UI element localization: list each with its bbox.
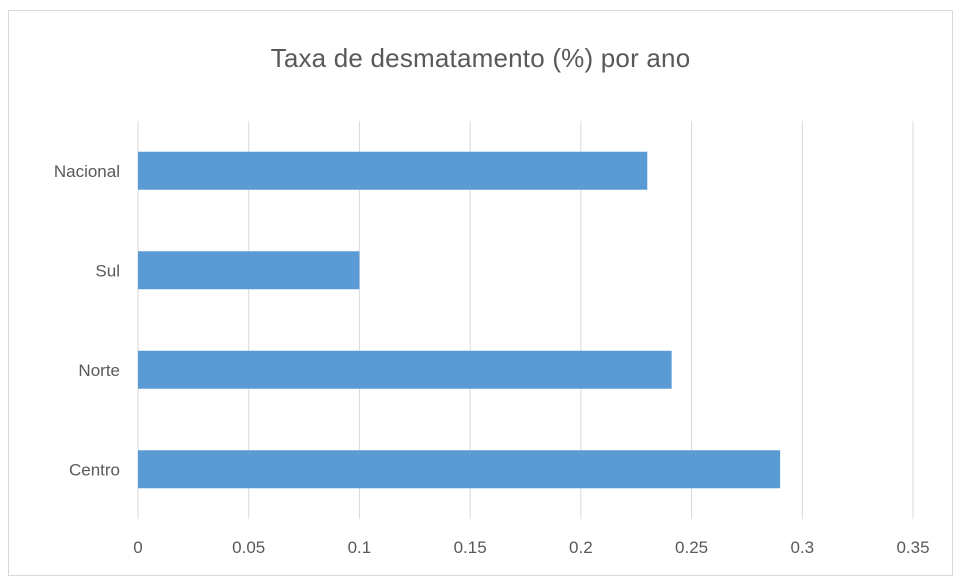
x-tick-label: 0.15	[454, 538, 487, 557]
x-tick-label: 0.2	[569, 538, 593, 557]
plot-area: 0 0.05 0.1 0.15 0.2 0.25 0.3 0.35 Centro Norte Sul…	[54, 121, 930, 557]
x-tick-label: 0.25	[675, 538, 708, 557]
bar-centro	[138, 450, 781, 489]
chart-frame: Taxa de desmatamento (%) por ano 0 0.05 0.…	[8, 10, 953, 576]
x-tick-label: 0.3	[790, 538, 814, 557]
x-tick-label: 0.35	[896, 538, 929, 557]
bar-norte	[138, 350, 672, 389]
y-tick-label: Sul	[95, 261, 120, 280]
x-tick-label: 0	[133, 538, 142, 557]
chart-title: Taxa de desmatamento (%) por ano	[270, 43, 691, 73]
bar-sul	[138, 251, 360, 290]
y-tick-label: Centro	[69, 460, 120, 479]
x-tick-label: 0.05	[232, 538, 265, 557]
bar-nacional	[138, 151, 648, 190]
y-tick-label: Norte	[78, 361, 120, 380]
x-tick-label: 0.1	[348, 538, 372, 557]
y-tick-label: Nacional	[54, 162, 120, 181]
